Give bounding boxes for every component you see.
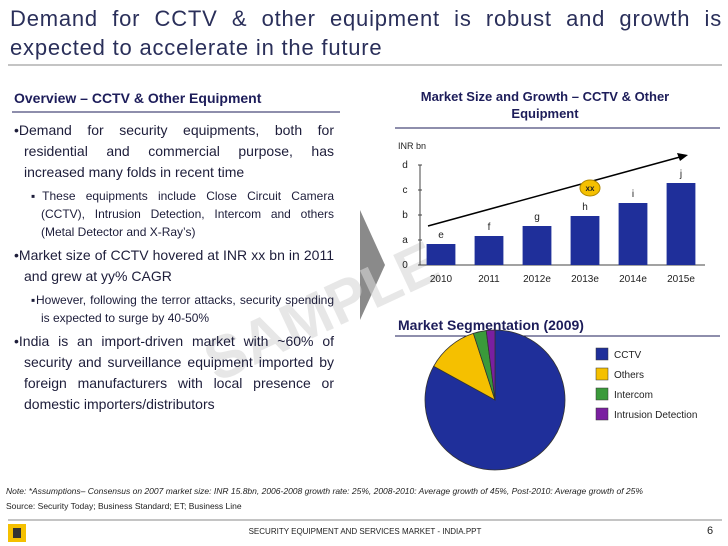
bar (522, 226, 552, 265)
bar (426, 244, 456, 265)
page-number: 6 (707, 525, 713, 537)
bullet-text: However, following the terror attacks, s… (36, 293, 334, 325)
bullet: ▪However, following the terror attacks, … (14, 291, 334, 327)
bullet-marker: ▪ (31, 293, 37, 307)
bar (570, 216, 600, 265)
x-tick-label: 2015e (667, 274, 695, 285)
bar (474, 236, 504, 265)
legend-label: CCTV (614, 350, 642, 361)
y-tick-label: b (402, 210, 408, 221)
annotation-badge (579, 179, 601, 197)
bullet-marker: ▪ (31, 189, 43, 203)
legend-swatch (595, 387, 609, 401)
bullet-text: Demand for security equipments, both for… (18, 122, 334, 180)
bullet: •India is an import-driven market with ~… (14, 331, 334, 415)
y-tick-label: d (402, 160, 408, 171)
x-tick-label: 2014e (619, 274, 647, 285)
annotation: xx (586, 184, 595, 193)
legend-swatch (595, 367, 609, 381)
y-tick-label: c (403, 185, 408, 196)
bar (618, 203, 648, 265)
chart-title: Equipment (511, 106, 579, 121)
y-axis-label: INR bn (398, 141, 426, 151)
bullet-text: India is an import-driven market with ~6… (18, 333, 334, 412)
footer-text: SECURITY EQUIPMENT AND SERVICES MARKET -… (249, 527, 482, 536)
legend-label: Others (614, 370, 644, 381)
bar-label: g (534, 212, 540, 223)
bullet-marker: • (14, 247, 19, 263)
note: Note: *Assumptions– Consensus on 2007 ma… (6, 486, 643, 496)
legend-label: Intercom (614, 390, 653, 401)
bullet: ▪These equipments include Close Circuit … (14, 187, 334, 241)
y-tick-label: 0 (402, 260, 408, 271)
arrow-head (677, 153, 688, 161)
source: Source: Security Today; Business Standar… (6, 501, 242, 511)
legend-swatch (595, 407, 609, 421)
bullet-marker: • (14, 333, 19, 349)
bar-label: e (438, 230, 444, 241)
chevron (360, 210, 385, 320)
section-heading: Overview – CCTV & Other Equipment (14, 90, 262, 106)
bar (666, 183, 696, 265)
logo (8, 524, 26, 542)
chart-title: Market Size and Growth – CCTV & Other (421, 89, 670, 104)
slide-title: Demand for CCTV & other equipment is rob… (10, 6, 722, 60)
pie-slice (485, 329, 496, 401)
x-tick-label: 2012e (523, 274, 551, 285)
bar-label: f (488, 222, 491, 233)
legend-swatch (595, 347, 609, 361)
bullet-text: These equipments include Close Circuit C… (41, 189, 334, 239)
chart-title: Market Segmentation (2009) (398, 317, 584, 333)
trend-arrow (427, 156, 681, 227)
x-tick-label: 2011 (478, 274, 500, 285)
bullet-marker: • (14, 122, 19, 138)
bullet-text: Market size of CCTV hovered at INR xx bn… (18, 247, 334, 284)
bar-label: i (632, 189, 634, 200)
bullet-list: •Demand for security equipments, both fo… (14, 120, 334, 419)
bar-label: j (679, 169, 682, 180)
y-tick-label: a (402, 235, 408, 246)
legend-label: Intrusion Detection (614, 410, 697, 421)
bar-label: h (582, 202, 588, 213)
bullet: •Demand for security equipments, both fo… (14, 120, 334, 183)
x-tick-label: 2010 (430, 274, 453, 285)
bullet: •Market size of CCTV hovered at INR xx b… (14, 245, 334, 287)
x-tick-label: 2013e (571, 274, 599, 285)
